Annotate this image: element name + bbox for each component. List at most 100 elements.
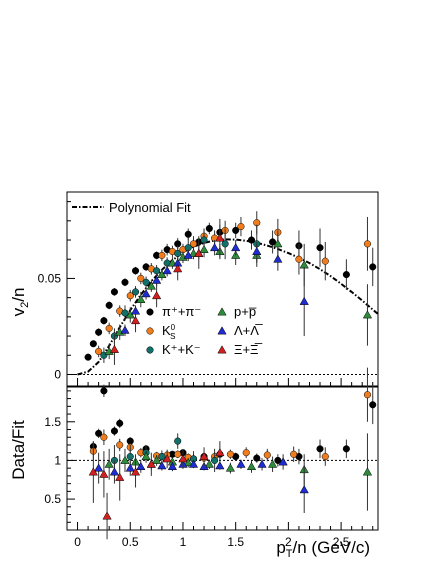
series-5-data-point xyxy=(194,248,204,257)
legend-marker xyxy=(217,345,227,354)
series-2-data-point xyxy=(221,240,229,248)
series-4-data-point xyxy=(273,254,283,263)
legend-marker xyxy=(217,307,227,316)
top-plot-frame xyxy=(66,191,379,387)
series-0-data-point xyxy=(100,317,108,325)
series-4-data-point xyxy=(236,459,246,468)
bottom-y-tick-label: 1 xyxy=(54,453,61,467)
series-1-data-point xyxy=(363,240,372,248)
series-4-data-point xyxy=(141,289,151,298)
series-1-data-point xyxy=(189,240,198,248)
series-5-data-point xyxy=(162,454,172,463)
series-0-data-point xyxy=(232,226,240,234)
series-0-data-point xyxy=(205,224,213,233)
series-3-data-point xyxy=(141,451,151,460)
series-5-data-point xyxy=(102,511,112,520)
polynomial-fit-curve xyxy=(77,238,379,376)
x-axis-title: pT/n (GeV/c) xyxy=(276,538,370,560)
series-0-data-point xyxy=(247,236,256,244)
legend-label: Λ+Λ̅ xyxy=(234,323,263,338)
series-4-data-point xyxy=(151,275,162,284)
series-3-data-point xyxy=(225,463,236,472)
series-4-data-point xyxy=(136,461,146,471)
series-5-data-point xyxy=(173,264,183,273)
series-4-data-point xyxy=(199,461,209,471)
top-y-tick-label: 0.05 xyxy=(38,271,62,285)
series-4-data-point xyxy=(93,463,104,472)
series-2-data-point xyxy=(174,249,182,258)
bottom-y-axis-title: Data/Fit xyxy=(9,420,28,480)
series-1-data-point xyxy=(137,274,145,282)
bottom-y-tick-label: 1.5 xyxy=(44,415,61,429)
series-5-data-point xyxy=(151,291,162,300)
series-3-data-point xyxy=(362,467,373,476)
bottom-y-tick-label: 0.5 xyxy=(44,492,61,506)
series-1-data-point xyxy=(158,251,166,259)
legend-label: Ξ+Ξ̅ xyxy=(234,342,262,357)
legend-label: K⁺+K⁻ xyxy=(162,342,201,357)
series-0-data-point xyxy=(95,328,103,336)
series-0-data-point xyxy=(105,301,113,309)
series-5-data-point xyxy=(146,459,156,468)
legend-marker xyxy=(146,346,154,354)
series-4-data-point xyxy=(209,242,220,252)
series-4-data-point xyxy=(109,467,120,476)
series-4-data-point xyxy=(167,461,178,471)
series-2-data-point xyxy=(153,267,161,275)
series-0-data-point xyxy=(95,429,103,437)
bottom-panel: 0 0.5 1 1.5 2 2.5 0.5 1 1.5 xyxy=(44,367,379,549)
legend-label: p+p̅ xyxy=(234,304,257,319)
series-0-data-point xyxy=(184,230,192,238)
legend-marker xyxy=(146,308,154,316)
series-1-data-point xyxy=(174,450,182,458)
series-1-data-point xyxy=(95,347,103,355)
series-5-data-point xyxy=(99,469,109,478)
series-1-data-point xyxy=(263,451,271,459)
series-5-data-point xyxy=(130,467,141,476)
series-3-data-point xyxy=(104,459,114,468)
series-1-data-point xyxy=(116,441,124,449)
series-0-data-point xyxy=(110,288,118,296)
series-4-data-point xyxy=(188,459,199,468)
series-0-data-point xyxy=(342,271,350,279)
series-1-data-point xyxy=(226,450,234,458)
series-3-data-point xyxy=(120,455,130,464)
series-1-data-point xyxy=(105,324,113,332)
x-tick-label: 2 xyxy=(285,535,292,549)
series-0-data-point xyxy=(274,456,282,464)
x-tick-label: 0.5 xyxy=(122,535,139,549)
legend-label: K0 S xyxy=(162,323,176,341)
series-2-data-point xyxy=(142,278,150,286)
series-0-data-point xyxy=(342,445,350,453)
series-4-data-point xyxy=(252,246,262,255)
series-4-data-point xyxy=(278,457,288,466)
series-3-data-point xyxy=(267,459,278,468)
series-5-data-point xyxy=(199,451,209,460)
series-4-data-point xyxy=(257,459,267,468)
series-4-data-point xyxy=(299,485,309,494)
series-3-data-point xyxy=(273,239,283,248)
fit-legend-label: Polynomial Fit xyxy=(109,200,191,215)
series-4-data-point xyxy=(162,266,172,275)
series-5-data-point xyxy=(178,454,188,463)
legend-marker xyxy=(146,327,154,335)
series-1-data-point xyxy=(242,449,250,457)
series-2-data-point xyxy=(174,437,182,445)
series-4-data-point xyxy=(231,242,241,252)
series-0-data-point xyxy=(131,267,140,275)
series-1-data-point xyxy=(237,223,245,231)
x-tick-label: 2.5 xyxy=(333,535,350,549)
series-0-data-point xyxy=(89,340,97,348)
series-2-data-point xyxy=(158,453,166,461)
series-3-data-point xyxy=(362,310,373,319)
series-0-data-point xyxy=(269,238,277,246)
series-0-data-point xyxy=(116,419,124,427)
series-1-data-point xyxy=(100,433,108,441)
x-tick-label: 0 xyxy=(74,535,81,549)
series-1-data-point xyxy=(321,453,329,461)
series-4-data-point xyxy=(215,461,225,470)
series-4-data-point xyxy=(125,463,135,472)
series-0-data-point xyxy=(253,454,261,462)
series-0-data-point xyxy=(369,401,377,409)
